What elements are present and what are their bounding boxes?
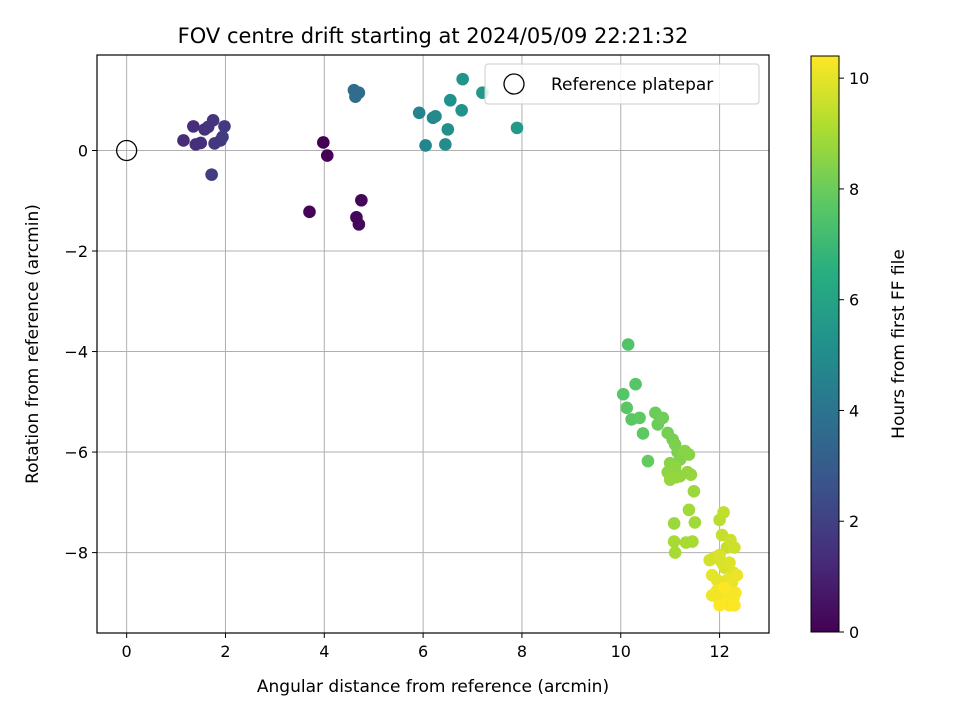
data-point <box>669 470 683 484</box>
colorbar: 0 2 4 6 8 10 Hours from first FF file <box>810 55 909 642</box>
legend-box <box>484 63 760 105</box>
reference-marker <box>115 139 138 162</box>
data-point <box>317 136 330 149</box>
legend-marker <box>503 73 525 95</box>
y-tick-label: 0 <box>78 141 88 160</box>
data-point <box>455 103 468 117</box>
data-point <box>656 411 670 425</box>
colorbar-ticks: 0 2 4 6 8 10 <box>839 69 869 642</box>
data-point <box>429 110 442 123</box>
data-point <box>728 541 741 554</box>
x-tick-label: 12 <box>709 642 729 661</box>
y-tick-label: −2 <box>64 242 88 261</box>
data-point <box>682 503 696 517</box>
data-point <box>713 599 726 612</box>
colorbar-label: Hours from first FF file <box>889 249 909 439</box>
data-point <box>419 139 432 152</box>
reference-marker-group <box>115 139 138 162</box>
data-point <box>355 193 368 207</box>
y-tick-label: −6 <box>64 443 88 462</box>
scatter-points <box>177 72 744 612</box>
data-point <box>177 134 190 147</box>
data-point <box>718 581 731 595</box>
data-point <box>729 586 742 600</box>
data-point <box>668 546 682 559</box>
data-point <box>636 427 650 440</box>
x-tick-label: 4 <box>319 642 329 661</box>
colorbar-tick-label: 10 <box>849 69 869 88</box>
colorbar-tick-label: 2 <box>849 512 859 531</box>
data-point <box>206 114 220 127</box>
x-tick-label: 2 <box>220 642 230 661</box>
data-point <box>443 93 457 107</box>
chart-title: FOV centre drift starting at 2024/05/09 … <box>178 24 689 48</box>
data-point <box>682 448 696 461</box>
data-point <box>194 136 208 150</box>
colorbar-tick-label: 4 <box>849 401 859 420</box>
data-point <box>439 138 452 151</box>
data-point <box>641 454 655 468</box>
data-point <box>667 535 681 548</box>
data-point <box>728 599 741 612</box>
data-point <box>352 218 366 231</box>
data-point <box>717 506 730 519</box>
data-point <box>218 120 231 133</box>
y-axis-label: Rotation from reference (arcmin) <box>23 204 43 484</box>
data-point <box>216 130 229 144</box>
data-point <box>686 535 699 548</box>
y-axis-ticks: 0 −2 −4 −6 −8 <box>64 141 97 563</box>
y-tick-label: −4 <box>64 343 88 362</box>
x-tick-label: 10 <box>611 642 631 661</box>
data-point <box>633 411 646 425</box>
data-point <box>616 387 630 401</box>
data-point <box>303 205 316 219</box>
data-point <box>320 149 334 162</box>
data-point <box>456 72 469 86</box>
colorbar-gradient <box>810 55 840 633</box>
data-point <box>620 401 633 415</box>
colorbar-tick-label: 6 <box>849 291 859 310</box>
x-tick-label: 8 <box>517 642 527 661</box>
data-point <box>684 468 698 481</box>
data-point <box>441 123 455 136</box>
data-point <box>667 517 681 530</box>
plot-frame <box>96 54 770 634</box>
data-point <box>412 106 426 120</box>
data-point <box>187 120 200 133</box>
data-point <box>621 338 635 351</box>
data-point <box>688 516 702 529</box>
y-tick-label: −8 <box>64 544 88 563</box>
colorbar-tick-label: 8 <box>849 180 859 199</box>
colorbar-tick-label: 0 <box>849 623 859 642</box>
x-axis-label: Angular distance from reference (arcmin) <box>257 677 609 697</box>
data-point <box>205 168 218 181</box>
legend: Reference platepar <box>484 63 760 105</box>
data-point <box>730 568 744 582</box>
data-point <box>349 90 362 104</box>
x-tick-label: 0 <box>122 642 132 661</box>
data-point <box>510 121 524 135</box>
x-axis-ticks: 0 2 4 6 8 10 12 <box>122 633 730 661</box>
data-point <box>629 377 642 391</box>
x-tick-label: 6 <box>418 642 428 661</box>
data-point <box>723 556 736 569</box>
legend-entry: Reference platepar <box>551 75 713 95</box>
data-point <box>687 484 701 498</box>
